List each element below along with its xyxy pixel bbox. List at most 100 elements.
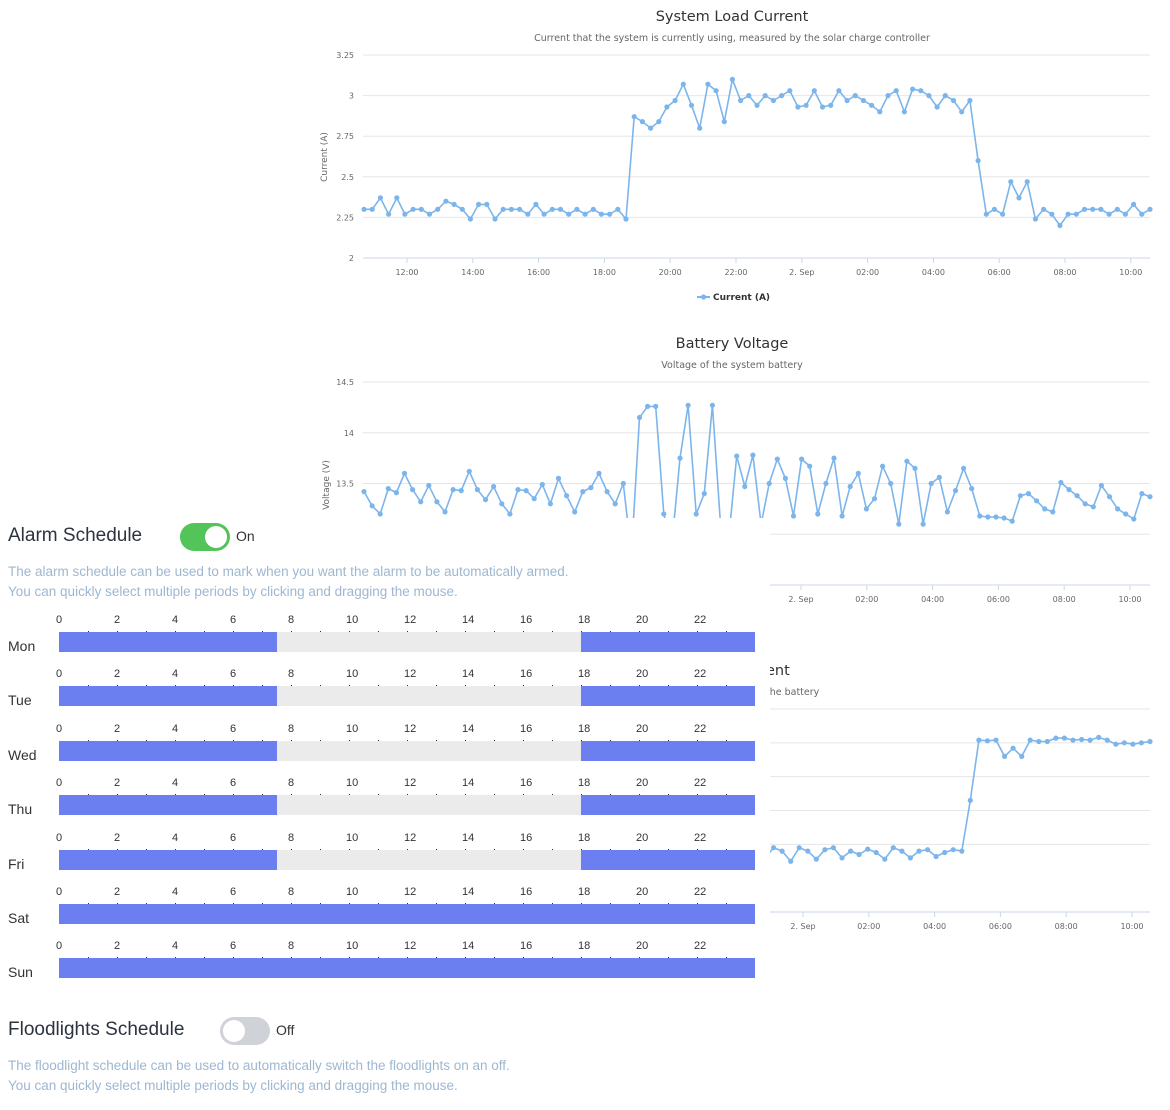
schedule-slot-armed[interactable]	[624, 740, 639, 761]
schedule-slot-armed[interactable]	[610, 740, 625, 761]
schedule-slot-armed[interactable]	[233, 849, 248, 870]
schedule-slot-armed[interactable]	[204, 795, 219, 816]
data-point[interactable]	[944, 509, 951, 515]
schedule-slot-armed[interactable]	[610, 958, 625, 979]
schedule-slot-armed[interactable]	[233, 632, 248, 652]
data-point[interactable]	[1050, 509, 1056, 515]
data-point[interactable]	[823, 480, 829, 487]
schedule-slot-disarmed[interactable]	[523, 795, 538, 816]
schedule-slot-armed[interactable]	[160, 849, 175, 870]
schedule-slot-disarmed[interactable]	[407, 686, 422, 707]
data-point[interactable]	[1044, 738, 1050, 745]
data-point[interactable]	[750, 452, 756, 458]
schedule-slot-disarmed[interactable]	[305, 632, 320, 652]
schedule-slot-disarmed[interactable]	[276, 795, 291, 816]
schedule-slot-armed[interactable]	[102, 686, 117, 707]
schedule-slot-armed[interactable]	[160, 958, 175, 979]
schedule-slot-armed[interactable]	[711, 740, 726, 761]
data-point[interactable]	[1000, 211, 1006, 217]
data-point[interactable]	[588, 485, 594, 491]
schedule-slot-disarmed[interactable]	[523, 632, 538, 652]
schedule-slot-disarmed[interactable]	[465, 632, 480, 652]
data-point[interactable]	[639, 119, 645, 125]
schedule-slot-disarmed[interactable]	[305, 740, 320, 761]
data-point[interactable]	[418, 206, 424, 212]
schedule-slot-disarmed[interactable]	[305, 795, 320, 816]
data-point[interactable]	[459, 206, 465, 212]
data-point[interactable]	[1010, 745, 1016, 751]
data-point[interactable]	[574, 206, 580, 212]
schedule-slot-disarmed[interactable]	[479, 795, 494, 816]
data-point[interactable]	[795, 104, 801, 110]
schedule-slot-armed[interactable]	[697, 904, 712, 924]
data-point[interactable]	[697, 125, 703, 131]
schedule-slot-armed[interactable]	[653, 849, 668, 870]
schedule-slot-armed[interactable]	[726, 958, 741, 979]
data-point[interactable]	[377, 195, 383, 201]
data-point[interactable]	[774, 456, 780, 462]
data-point[interactable]	[1041, 206, 1047, 212]
schedule-slot-disarmed[interactable]	[349, 849, 364, 870]
schedule-slot-disarmed[interactable]	[334, 795, 349, 816]
schedule-slot-armed[interactable]	[668, 958, 683, 979]
schedule-slot-disarmed[interactable]	[494, 795, 509, 816]
data-point[interactable]	[831, 455, 837, 461]
schedule-slot-armed[interactable]	[102, 904, 117, 924]
data-point[interactable]	[721, 119, 727, 125]
schedule-slot-armed[interactable]	[711, 849, 726, 870]
schedule-slot-armed[interactable]	[73, 686, 88, 707]
data-point[interactable]	[566, 211, 572, 217]
schedule-slot-armed[interactable]	[711, 795, 726, 816]
schedule-slot-disarmed[interactable]	[320, 632, 335, 652]
schedule-slot-armed[interactable]	[595, 795, 610, 816]
schedule-slot-armed[interactable]	[175, 632, 190, 652]
data-point[interactable]	[869, 102, 875, 108]
schedule-slot-disarmed[interactable]	[436, 795, 451, 816]
schedule-slot-armed[interactable]	[450, 904, 465, 924]
data-point[interactable]	[811, 88, 817, 94]
schedule-slot-armed[interactable]	[740, 958, 755, 979]
data-point[interactable]	[492, 216, 498, 222]
data-point[interactable]	[882, 856, 888, 862]
data-point[interactable]	[661, 511, 667, 517]
schedule-slot-armed[interactable]	[653, 740, 668, 761]
data-point[interactable]	[969, 486, 975, 492]
schedule-slot-disarmed[interactable]	[508, 740, 523, 761]
schedule-slot-armed[interactable]	[595, 904, 610, 924]
schedule-slot-armed[interactable]	[639, 740, 654, 761]
data-point[interactable]	[476, 201, 482, 207]
data-point[interactable]	[828, 102, 834, 108]
schedule-slot-armed[interactable]	[247, 904, 262, 924]
schedule-slot-armed[interactable]	[175, 795, 190, 816]
data-point[interactable]	[1016, 195, 1022, 201]
schedule-slot-disarmed[interactable]	[566, 686, 581, 707]
schedule-slot-armed[interactable]	[668, 686, 683, 707]
data-point[interactable]	[482, 497, 489, 503]
data-point[interactable]	[664, 104, 670, 110]
data-point[interactable]	[1139, 211, 1145, 217]
schedule-slot-armed[interactable]	[218, 958, 233, 979]
data-point[interactable]	[549, 206, 555, 212]
data-point[interactable]	[385, 486, 391, 492]
schedule-slot-armed[interactable]	[262, 795, 277, 816]
data-point[interactable]	[805, 848, 811, 854]
schedule-slot-armed[interactable]	[131, 686, 146, 707]
data-point[interactable]	[604, 489, 610, 495]
schedule-slot-armed[interactable]	[189, 632, 204, 652]
schedule-slot-armed[interactable]	[189, 849, 204, 870]
schedule-slot-armed[interactable]	[349, 904, 364, 924]
schedule-slot-disarmed[interactable]	[508, 795, 523, 816]
schedule-slot-disarmed[interactable]	[276, 740, 291, 761]
data-point[interactable]	[985, 514, 991, 520]
data-point[interactable]	[782, 475, 788, 481]
schedule-slot-disarmed[interactable]	[566, 795, 581, 816]
schedule-slot-disarmed[interactable]	[363, 849, 378, 870]
data-point[interactable]	[770, 97, 776, 104]
data-point[interactable]	[959, 848, 965, 854]
data-point[interactable]	[738, 97, 744, 104]
data-point[interactable]	[1081, 206, 1088, 212]
alarm-schedule-toggle[interactable]	[180, 523, 230, 551]
data-point[interactable]	[1123, 511, 1129, 517]
schedule-slot-disarmed[interactable]	[349, 632, 364, 652]
data-point[interactable]	[377, 511, 383, 517]
